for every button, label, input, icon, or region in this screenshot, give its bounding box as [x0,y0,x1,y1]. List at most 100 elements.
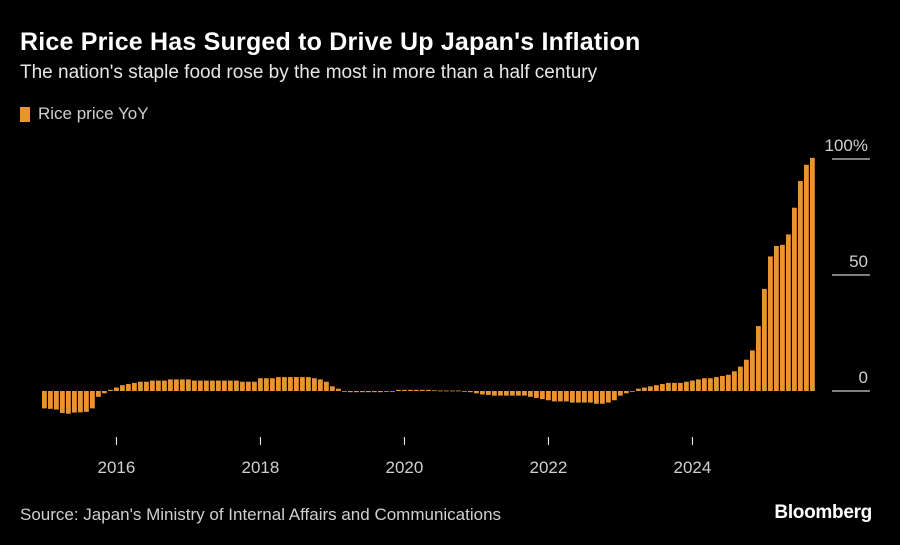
bar [294,377,299,391]
chart-title: Rice Price Has Surged to Drive Up Japan'… [20,28,641,56]
bar [630,391,635,392]
bar [528,391,533,397]
bar [240,381,245,391]
bar [624,391,629,394]
bar [360,391,365,393]
bar [492,391,497,396]
x-axis: 2016 2018 2020 2022 2024 [97,437,711,477]
bar [720,375,725,391]
y-tick-label: 0 [859,368,868,387]
bar [276,377,281,391]
bar [102,391,107,394]
bar [42,391,47,409]
bar [672,382,677,391]
bar [96,391,101,397]
bar [180,379,185,391]
bar [330,386,335,391]
bar [54,391,59,410]
bar [402,389,407,391]
bar [696,379,701,391]
bar [780,244,785,391]
bar [246,381,251,391]
bar [108,389,113,391]
bar [126,384,131,391]
bar [756,326,761,391]
bar [462,391,467,392]
bar [678,382,683,391]
bar [768,256,773,391]
bar [78,391,83,413]
bar [414,389,419,391]
bar [120,385,125,391]
bar [384,391,389,392]
x-tick-label: 2022 [529,458,567,477]
bar [606,391,611,403]
bar [474,391,479,394]
bar [144,381,149,391]
bar [636,388,641,391]
bar [282,377,287,391]
x-tick-label: 2018 [241,458,279,477]
bar [444,390,449,392]
x-tick-label: 2016 [97,458,135,477]
bar [582,391,587,403]
bar [216,380,221,391]
bar [258,378,263,391]
bar [150,380,155,391]
bar [744,359,749,391]
bar [354,391,359,393]
bar [522,391,527,396]
bar [588,391,593,403]
bar [324,381,329,391]
bar [510,391,515,396]
bar [666,382,671,391]
bar-group [42,157,815,414]
bar [552,391,557,402]
bar [468,391,473,393]
bar [798,181,803,391]
bar [378,391,383,393]
bar [702,378,707,391]
bar [792,207,797,391]
bar [648,386,653,391]
chart-subtitle: The nation's staple food rose by the mos… [20,62,598,83]
bar [762,288,767,391]
bar [438,390,443,392]
bar [390,391,395,392]
bar [540,391,545,400]
bar [618,391,623,396]
bar [198,380,203,391]
bar [156,380,161,391]
bar [408,389,413,391]
bar [114,387,119,391]
bar [252,381,257,391]
bar [66,391,71,414]
bar [786,234,791,391]
bar [336,388,341,391]
bar [804,164,809,391]
bar [456,390,461,392]
bar [612,391,617,401]
bar [654,385,659,391]
x-tick-label: 2024 [673,458,711,477]
bar [132,382,137,391]
bar [420,389,425,391]
y-axis: 0 50 100% [825,136,870,392]
bar [690,380,695,391]
bar [168,379,173,391]
bar [594,391,599,404]
bar [570,391,575,403]
bar [222,380,227,391]
bar [288,377,293,391]
x-tick-label: 2020 [385,458,423,477]
bar [312,378,317,391]
bar [504,391,509,396]
bar [306,377,311,391]
bar [750,350,755,391]
bar [426,389,431,391]
bar [84,391,89,412]
bar [480,391,485,395]
bar [192,380,197,391]
bar [546,391,551,401]
